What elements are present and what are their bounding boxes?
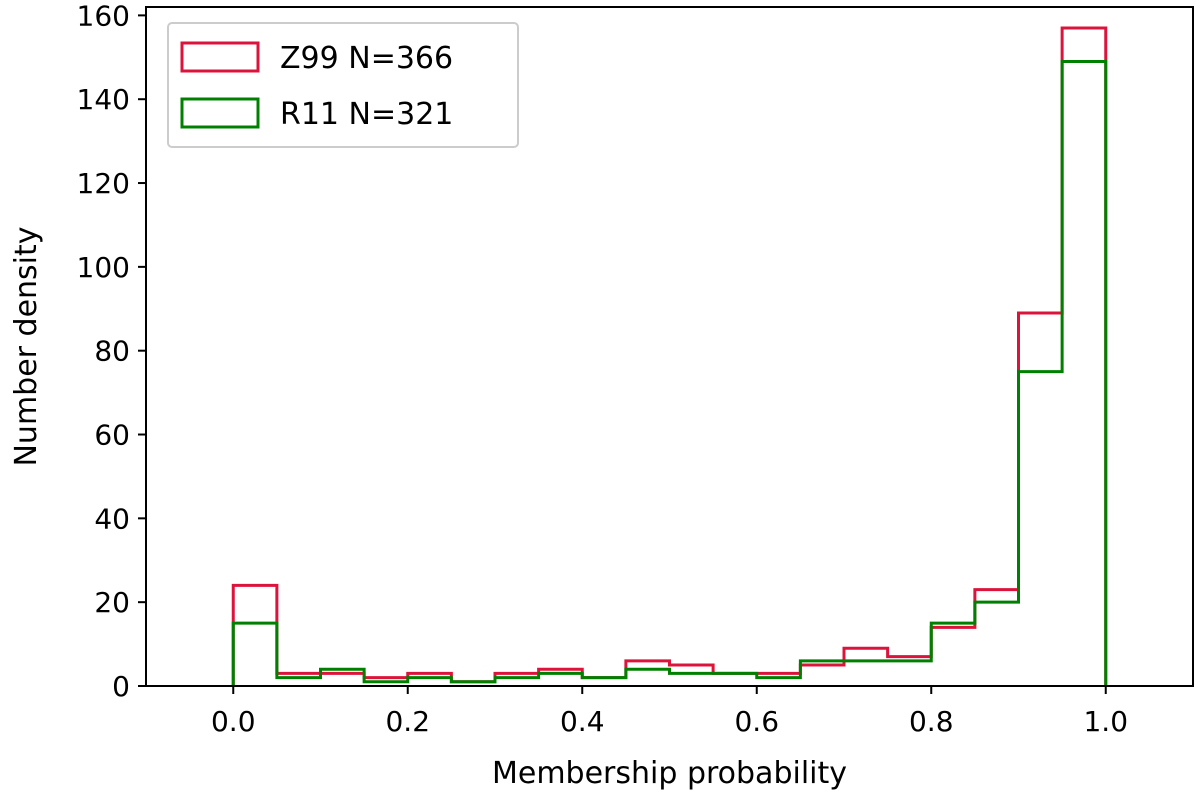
x-axis: 0.0 0.2 0.4 0.6 0.8 1.0	[211, 686, 1128, 738]
x-tick-label: 0.0	[211, 705, 256, 738]
y-tick-label: 0	[112, 670, 130, 703]
legend-label-1: Z99 N=366	[280, 41, 453, 76]
x-tick-label: 1.0	[1083, 705, 1128, 738]
y-axis-title: Number density	[9, 226, 44, 466]
y-tick-label: 40	[94, 502, 130, 535]
legend-box	[167, 22, 519, 148]
x-tick-label: 0.2	[385, 705, 430, 738]
plot-frame	[145, 6, 1194, 687]
y-tick-label: 160	[77, 0, 130, 32]
legend-label-2: R11 N=321	[280, 97, 453, 132]
y-tick-label: 140	[77, 83, 130, 116]
x-tick-label: 0.8	[909, 705, 954, 738]
series-2-step-line	[231, 59, 1108, 686]
x-tick-label: 0.6	[734, 705, 779, 738]
y-axis: 0 20 40 60 80 100 120 140 160	[77, 0, 146, 703]
y-tick-label: 80	[94, 335, 130, 368]
y-tick-label: 20	[94, 586, 130, 619]
y-tick-label: 100	[77, 251, 130, 284]
legend-swatch-1	[180, 41, 260, 73]
x-axis-title: Membership probability	[492, 756, 847, 791]
series-layer	[231, 26, 1108, 686]
y-tick-label: 120	[77, 167, 130, 200]
x-tick-label: 0.4	[560, 705, 605, 738]
legend: Z99 N=366 R11 N=321	[167, 22, 519, 148]
y-tick-label: 60	[94, 419, 130, 452]
legend-swatch-2	[180, 97, 260, 129]
